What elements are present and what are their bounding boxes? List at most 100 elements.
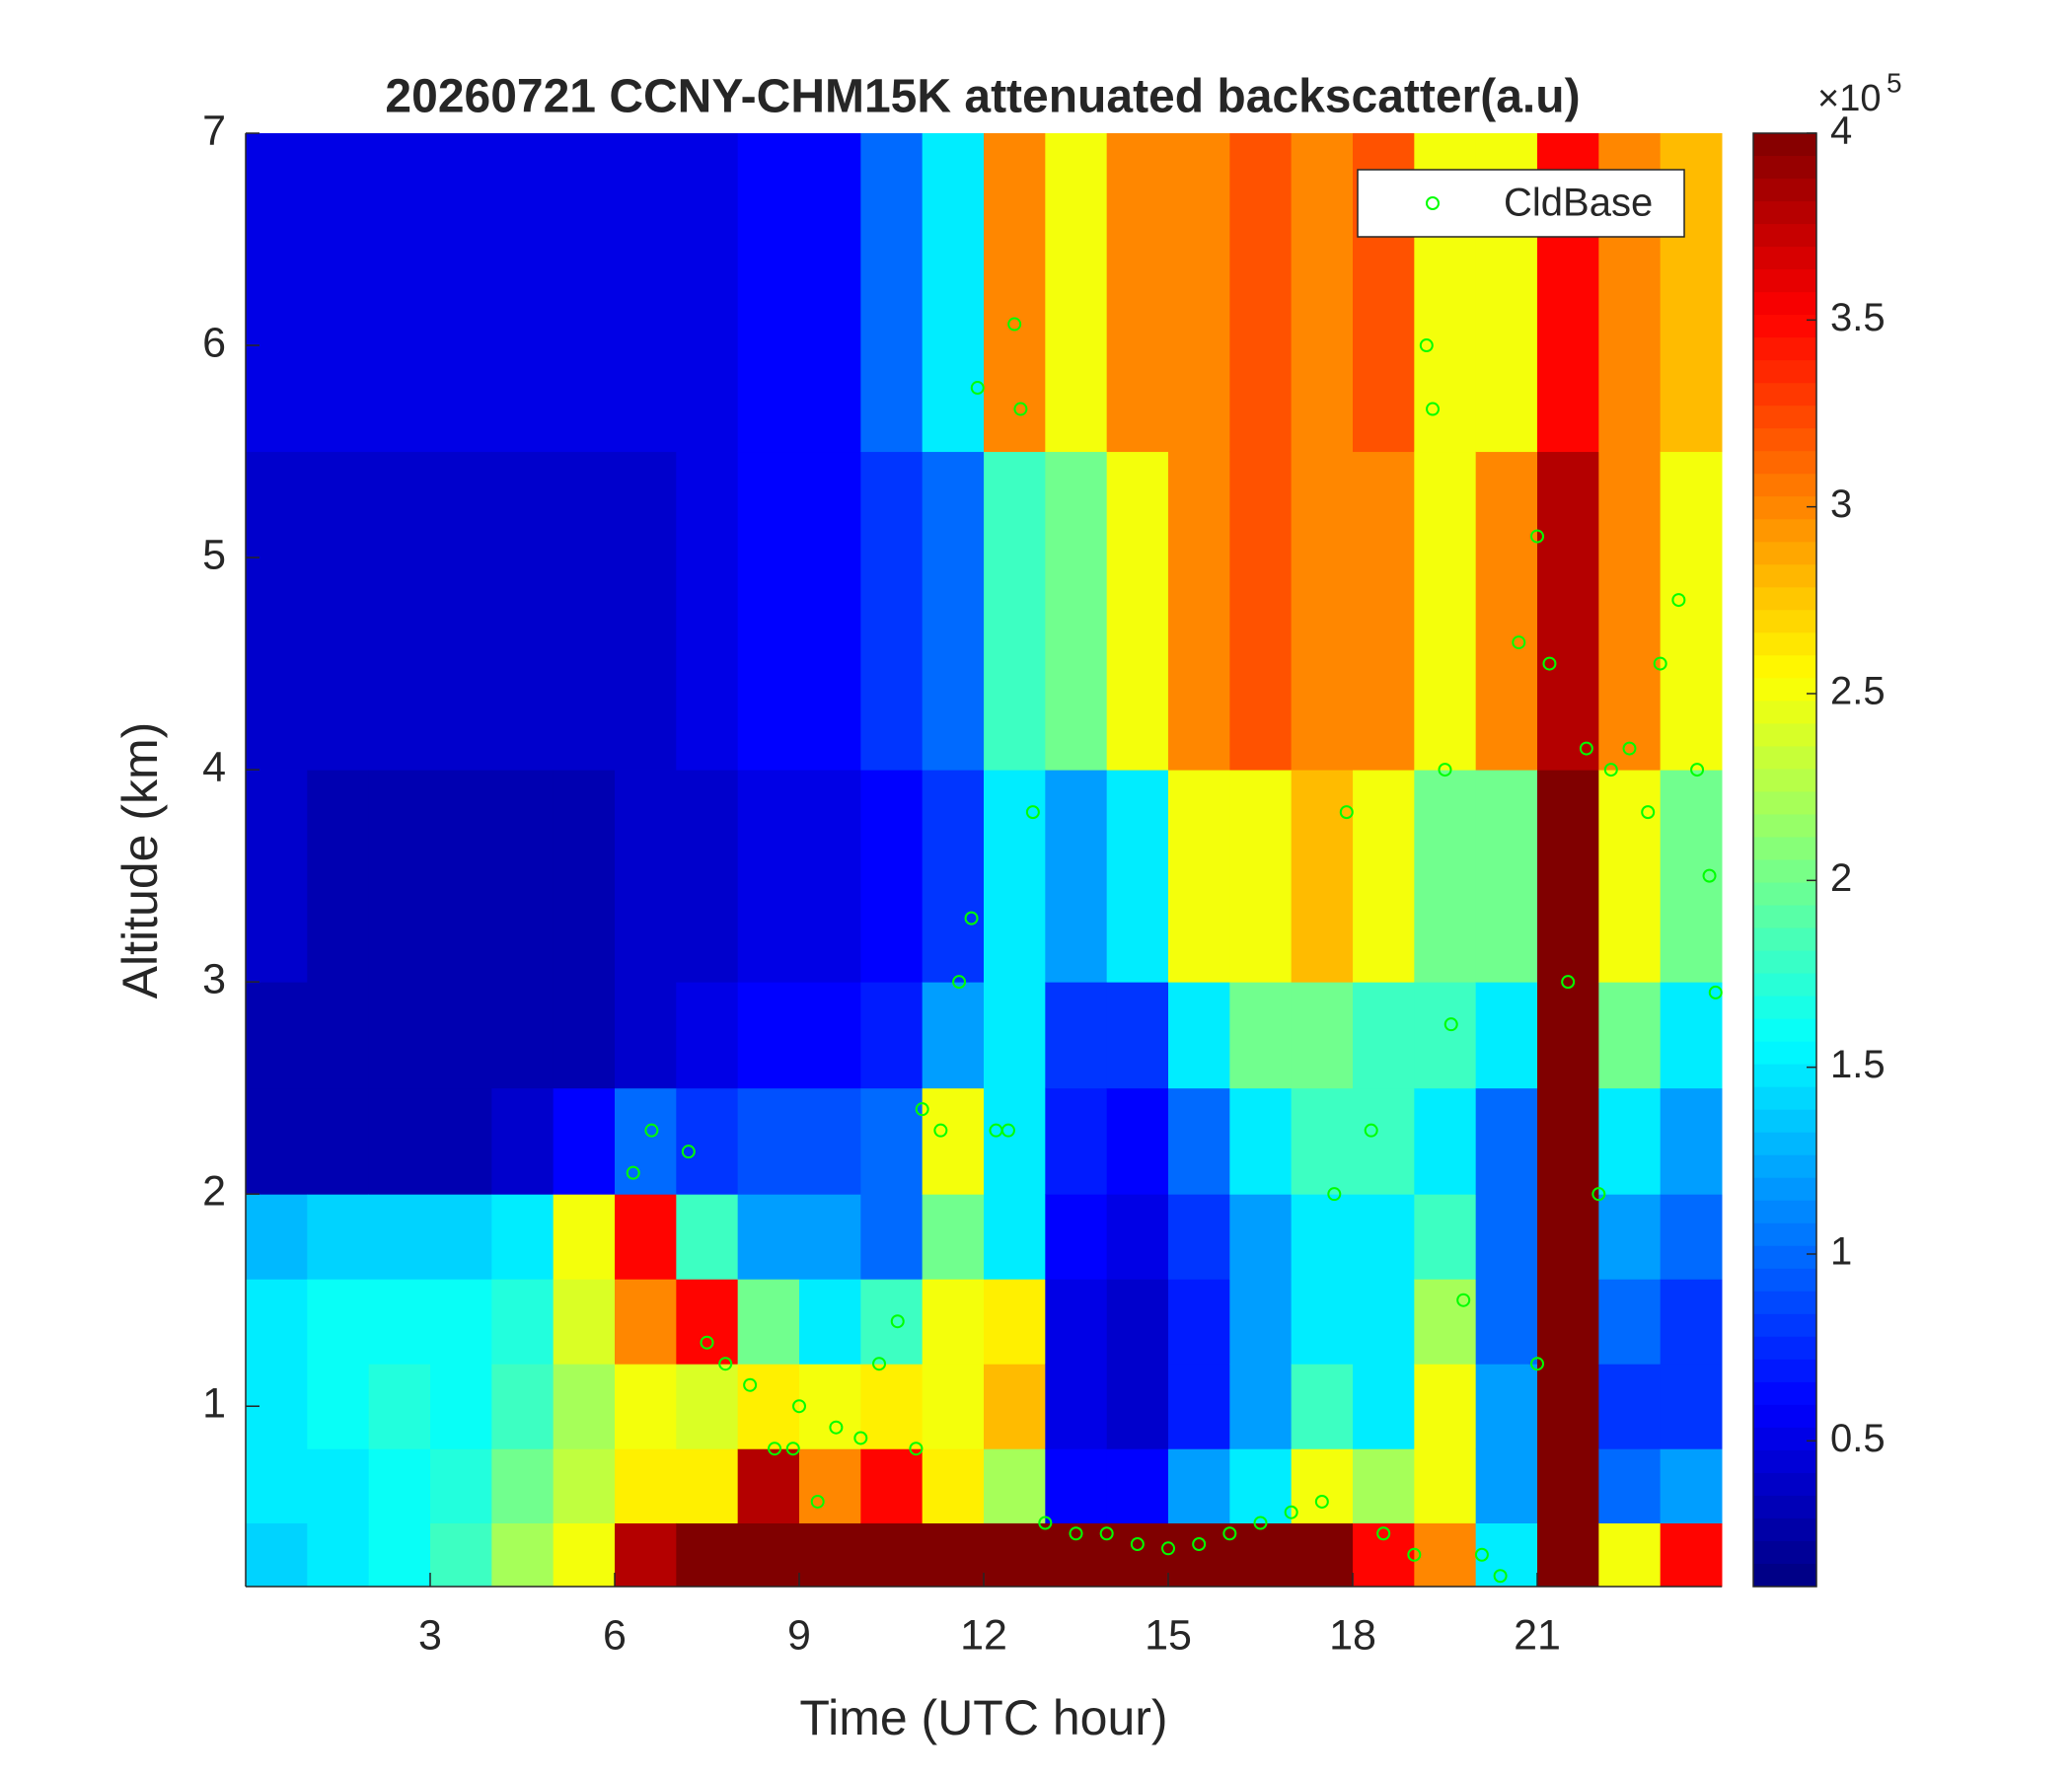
heatmap-cell	[368, 1279, 431, 1365]
heatmap-cell	[799, 451, 861, 771]
colorbar-step	[1753, 1132, 1816, 1156]
colorbar-step	[1753, 927, 1816, 952]
colorbar-step	[1753, 1540, 1816, 1565]
heatmap-cell	[1414, 1448, 1477, 1523]
heatmap-cell	[1414, 1522, 1477, 1588]
heatmap-cell	[1475, 982, 1538, 1089]
heatmap-cell	[1045, 1448, 1108, 1523]
heatmap-cell	[1106, 1448, 1169, 1523]
colorbar-step	[1753, 519, 1816, 543]
heatmap-cell	[491, 451, 555, 771]
colorbar-step	[1753, 1381, 1816, 1406]
cloud-base-point	[890, 1314, 905, 1329]
colorbar-step	[1753, 837, 1816, 860]
colorbar-step	[1753, 1472, 1816, 1497]
heatmap-cell	[1353, 1087, 1415, 1195]
heatmap-cell	[1229, 1087, 1293, 1195]
heatmap-cell	[1537, 1194, 1599, 1280]
cloud-base-point	[1069, 1526, 1083, 1541]
heatmap-cell	[1598, 1448, 1662, 1523]
cloud-base-point	[792, 1399, 806, 1414]
colorbar-step	[1753, 1313, 1816, 1338]
heatmap-cell	[1598, 1194, 1662, 1280]
heatmap-cell	[430, 1364, 492, 1449]
colorbar-tick-label: 2	[1830, 856, 1852, 900]
heatmap-cell	[1106, 1279, 1169, 1365]
colorbar-step	[1753, 746, 1816, 770]
heatmap-cell	[737, 1087, 800, 1195]
heatmap-cell	[737, 1448, 800, 1523]
heatmap-cell	[737, 1279, 800, 1365]
heatmap-cell	[922, 1194, 985, 1280]
heatmap-cell	[799, 133, 861, 453]
heatmap-cell	[737, 133, 800, 453]
y-tick-label: 2	[202, 1168, 226, 1216]
colorbar-step	[1753, 337, 1816, 361]
heatmap-cell	[615, 1448, 677, 1523]
x-tick-label: 18	[1329, 1611, 1376, 1659]
heatmap-cell	[1291, 451, 1354, 771]
heatmap-cell	[491, 1522, 555, 1588]
heatmap-cell	[1537, 1364, 1599, 1449]
heatmap-cell	[1229, 1448, 1293, 1523]
heatmap-cell	[1168, 770, 1230, 983]
heatmap-cell	[922, 1522, 985, 1588]
heatmap-cell	[368, 1364, 431, 1449]
colorbar-step	[1753, 1359, 1816, 1383]
heatmap-cell	[1045, 770, 1108, 983]
heatmap-cell	[1660, 1279, 1723, 1365]
heatmap-cell	[676, 1364, 739, 1449]
heatmap-cell	[1229, 982, 1293, 1089]
colorbar	[1753, 133, 1816, 1588]
y-tick-label: 5	[202, 531, 226, 578]
heatmap-cell	[246, 770, 308, 983]
heatmap-cell	[1291, 1194, 1354, 1280]
cloud-base-point	[909, 1442, 924, 1456]
heatmap-cell	[1168, 1522, 1230, 1588]
colorbar-tick-label: 3	[1830, 482, 1852, 526]
heatmap-cell	[1353, 1194, 1415, 1280]
heatmap-cell	[307, 133, 370, 453]
heatmap-cell	[368, 982, 431, 1089]
heatmap-cell	[984, 1522, 1046, 1588]
heatmap-cell	[1291, 1087, 1354, 1195]
heatmap-cell	[368, 1087, 431, 1195]
heatmap-cell	[1168, 1364, 1230, 1449]
cloud-base-point	[1099, 1526, 1114, 1541]
heatmap-cell	[553, 1194, 616, 1280]
heatmap-cell	[1045, 1279, 1108, 1365]
heatmap-cell	[1598, 770, 1662, 983]
colorbar-step	[1753, 791, 1816, 815]
cloud-base-point	[1192, 1536, 1207, 1551]
heatmap-cell	[368, 1194, 431, 1280]
heatmap-cell	[1291, 770, 1354, 983]
colorbar-step	[1753, 678, 1816, 702]
heatmap-cell	[1414, 1364, 1477, 1449]
colorbar-step	[1753, 1041, 1816, 1066]
colorbar-step	[1753, 156, 1816, 180]
heatmap-cell	[922, 451, 985, 771]
heatmap-cell	[615, 1364, 677, 1449]
heatmap-cell	[1291, 982, 1354, 1089]
y-tick-label: 4	[202, 743, 226, 790]
cloud-base-point	[1025, 805, 1040, 820]
colorbar-step	[1753, 1336, 1816, 1361]
heatmap-cell	[491, 982, 555, 1089]
cloud-base-point	[1376, 1526, 1391, 1541]
heatmap-cell	[860, 982, 924, 1089]
heatmap-cell	[737, 770, 800, 983]
colorbar-step	[1753, 814, 1816, 838]
legend-marker	[1426, 196, 1440, 210]
heatmap-cell	[1229, 1364, 1293, 1449]
colorbar-tick-label: 1	[1830, 1230, 1852, 1274]
colorbar-step	[1753, 1086, 1816, 1111]
heatmap-cell	[1660, 1364, 1723, 1449]
colorbar-exponent: 5	[1887, 67, 1902, 98]
heatmap-cell	[1168, 133, 1230, 453]
heatmap-cell	[430, 133, 492, 453]
cloud-base-point	[1253, 1516, 1268, 1530]
heatmap-cell	[1353, 1279, 1415, 1365]
colorbar-step	[1753, 1154, 1816, 1179]
colorbar-step	[1753, 1064, 1816, 1088]
